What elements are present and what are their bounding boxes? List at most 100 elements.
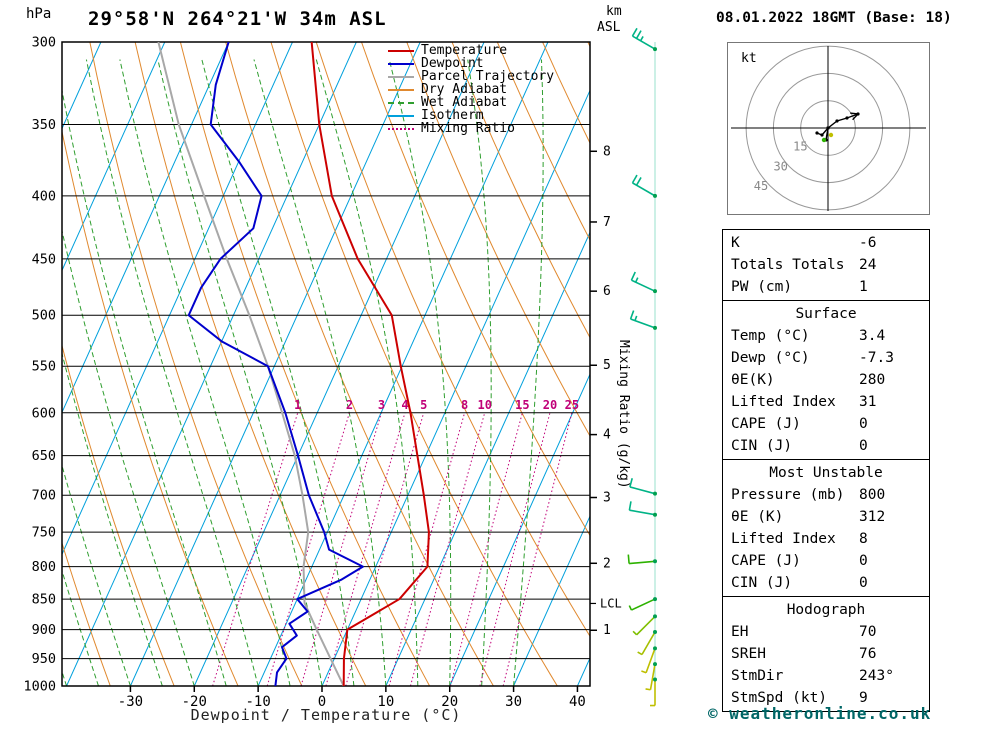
legend-item: Temperature [388,44,554,57]
table-row-label: EH [731,624,749,640]
table-row: Dewp (°C) -7.3 [723,347,929,369]
pressure-tick-label: 450 [32,251,56,267]
legend-item: Wet Adiabat [388,96,554,109]
temperature-curve [310,42,430,686]
table-row: θE(K) 280 [723,369,929,391]
legend: Temperature Dewpoint Parcel Trajectory Dry … [388,44,554,135]
x-axis-label: Dewpoint / Temperature (°C) [190,706,462,724]
wind-barb [628,597,657,611]
table-row-value: 800 [859,487,886,503]
temperature-tick-label: -20 [182,694,207,710]
table-row-label: Temp (°C) [731,328,810,344]
profiles [157,42,430,686]
table-row-value: 0 [859,553,868,569]
mixing-ratio-axis-label: Mixing Ratio (g/kg) [616,340,631,489]
table-row-label: Lifted Index [731,394,836,410]
table-section: Most Unstable Pressure (mb) 800 θE (K) 312 Li… [722,459,930,597]
table-row-label: CAPE (J) [731,553,801,569]
legend-label: Wet Adiabat [421,95,508,110]
legend-label: Temperature [421,43,508,58]
legend-swatch [388,127,414,130]
hodograph-unit-label: kt [741,51,757,66]
pressure-tick-label: 350 [32,117,56,133]
pressure-tick-label: 800 [32,559,56,575]
table-row-label: θE(K) [731,372,775,388]
legend-swatch [388,75,414,78]
skewt-chart: 3003504004505005506006507007508008509009… [23,27,657,710]
table-row-value: 1 [859,279,868,295]
hodograph-trace [827,113,859,129]
pressure-tick-label: 750 [32,525,56,541]
legend-label: Mixing Ratio [421,121,515,136]
table-row-label: SREH [731,646,766,662]
table-row-value: 0 [859,438,868,454]
mixing-ratio-value-label: 1 [294,398,301,412]
table-row-label: Dewp (°C) [731,350,810,366]
parcel-trajectory-curve [157,42,345,686]
table-section: K -6 Totals Totals 24 PW (cm) 1 [722,229,930,301]
table-section-header: Surface [795,306,857,322]
table-row-label: CAPE (J) [731,416,801,432]
km-tick-label: 1 [603,623,611,638]
table-section: Hodograph EH 70 SREH 76 StmDir 243° StmSpd (kt)… [722,596,930,712]
wind-barb [629,310,657,330]
hodograph-level-dot [828,132,834,138]
copyright: © weatheronline.co.uk [708,704,932,723]
table-row-label: Totals Totals [731,257,845,273]
altitude-axis-unit-km: km [606,4,622,19]
temperature-tick-label: 40 [569,694,586,710]
station-title: 29°58'N 264°21'W 34m ASL [88,8,387,30]
table-row: CIN (J) 0 [723,572,929,594]
pressure-tick-label: 650 [32,448,56,464]
hodograph-level-dot [821,137,827,143]
lcl-label: LCL [600,596,622,610]
wind-barb [645,662,657,691]
table-section-header: Hodograph [786,602,866,618]
wind-barb [630,271,657,294]
mixing-ratio-value-label: 2 [346,398,353,412]
table-row: PW (cm) 1 [723,276,929,298]
run-datetime-title: 08.01.2022 18GMT (Base: 18) [716,10,952,26]
wind-barb [641,646,657,674]
table-row-value: 9 [859,690,868,706]
temperature-tick-label: 10 [377,694,394,710]
wind-barb [629,478,657,496]
km-tick-label: 2 [603,556,611,571]
table-row-value: 312 [859,509,886,525]
pressure-tick-label: 700 [32,488,56,504]
pressure-tick-label: 300 [32,35,56,51]
legend-swatch [388,62,414,65]
dewpoint-curve [187,42,364,686]
legend-label: Dewpoint [421,56,484,71]
temperature-tick-label: -10 [245,694,270,710]
table-row-value: 76 [859,646,877,662]
plot-border [61,41,591,687]
wind-barb [632,614,657,636]
pressure-tick-label: 550 [32,359,56,375]
mixing-ratio-value-label: 10 [477,398,491,412]
table-row: CAPE (J) 0 [723,550,929,572]
hodograph-border [727,42,930,215]
km-tick-label: 7 [603,215,611,230]
hodograph-trace [825,127,829,141]
wind-barb [631,27,657,52]
table-row: Lifted Index 31 [723,391,929,413]
table-row: StmSpd (kt) 9 [723,687,929,709]
pressure-gridlines: 300 350 400 450 500 550 600 650 700 750 800 850 900 9… [23,35,590,695]
pressure-tick-label: 600 [32,405,56,421]
table-row: K -6 [723,232,929,254]
km-tick-label: 4 [603,428,611,443]
table-row-label: Pressure (mb) [731,487,845,503]
km-tick-label: 6 [603,284,611,299]
table-row-value: 70 [859,624,877,640]
table-row: Totals Totals 24 [723,254,929,276]
table-row-label: K [731,235,740,251]
pressure-tick-label: 400 [32,188,56,204]
pressure-tick-label: 850 [32,592,56,608]
table-row-label: StmSpd (kt) [731,690,828,706]
temperature-tick-label: 0 [318,694,326,710]
pressure-axis-unit: hPa [26,6,52,22]
pressure-tick-label: 900 [32,622,56,638]
km-tick-label: 8 [603,144,611,159]
table-row-value: 31 [859,394,877,410]
